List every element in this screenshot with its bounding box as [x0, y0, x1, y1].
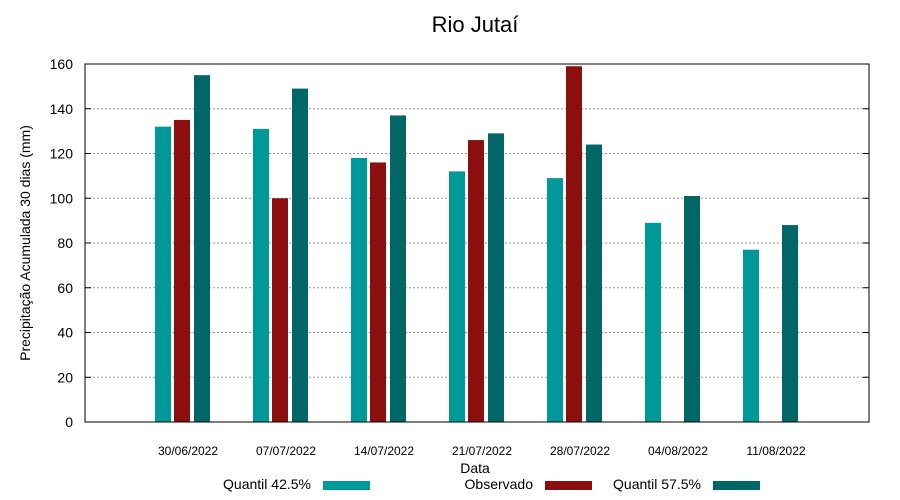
legend-label: Quantil 42.5%	[223, 476, 311, 492]
bar-observado-1	[272, 198, 288, 422]
legend-label: Observado	[465, 476, 534, 492]
x-tick-label: 07/07/2022	[256, 444, 316, 458]
bar-quantil-57-5--2	[390, 115, 406, 423]
bar-quantil-57-5--0	[194, 75, 210, 422]
bar-quantil-42-5--6	[743, 249, 759, 422]
bar-quantil-57-5--5	[684, 196, 700, 422]
bar-quantil-42-5--4	[547, 178, 563, 422]
bar-quantil-57-5--4	[586, 144, 602, 423]
y-tick-label: 40	[57, 325, 73, 341]
bar-quantil-42-5--3	[449, 171, 465, 422]
chart-title: Rio Jutaí	[432, 12, 519, 37]
x-tick-label: 28/07/2022	[550, 444, 610, 458]
bar-quantil-42-5--0	[155, 126, 171, 423]
legend-swatch	[545, 481, 592, 490]
bar-observado-3	[468, 140, 484, 422]
legend-swatch	[323, 481, 370, 490]
y-tick-label: 100	[50, 190, 74, 206]
y-tick-label: 20	[57, 369, 73, 385]
x-axis-label: Data	[460, 460, 490, 476]
y-axis: 0 20 40 60 80 100 120 140 160	[50, 56, 869, 430]
bar-quantil-42-5--1	[253, 128, 269, 422]
x-tick-label: 21/07/2022	[452, 444, 512, 458]
x-tick-label: 11/08/2022	[746, 444, 805, 458]
y-tick-label: 140	[50, 101, 74, 117]
x-tick-label: 30/06/2022	[158, 444, 218, 458]
bar-quantil-42-5--5	[645, 222, 661, 422]
y-tick-label: 0	[65, 414, 73, 430]
y-tick-label: 60	[57, 280, 73, 296]
y-axis-label: Precipitação Acumulada 30 dias (mm)	[17, 125, 33, 361]
bar-quantil-42-5--2	[351, 157, 367, 422]
bar-observado-0	[174, 119, 190, 422]
y-tick-label: 160	[50, 56, 74, 72]
bar-quantil-57-5--1	[292, 88, 308, 423]
legend: Quantil 42.5% Observado Quantil 57.5%	[223, 476, 760, 492]
bar-quantil-57-5--6	[782, 225, 798, 422]
legend-swatch	[713, 481, 760, 490]
y-tick-label: 120	[50, 146, 74, 162]
bars	[155, 66, 798, 423]
legend-label: Quantil 57.5%	[613, 476, 701, 492]
x-axis: 30/06/2022 07/07/2022 14/07/2022 21/07/2022…	[158, 444, 806, 458]
bar-quantil-57-5--3	[488, 133, 504, 423]
bar-observado-4	[566, 66, 582, 423]
y-tick-label: 80	[57, 235, 73, 251]
x-tick-label: 04/08/2022	[648, 444, 708, 458]
bar-observado-2	[370, 162, 386, 422]
x-tick-label: 14/07/2022	[354, 444, 414, 458]
